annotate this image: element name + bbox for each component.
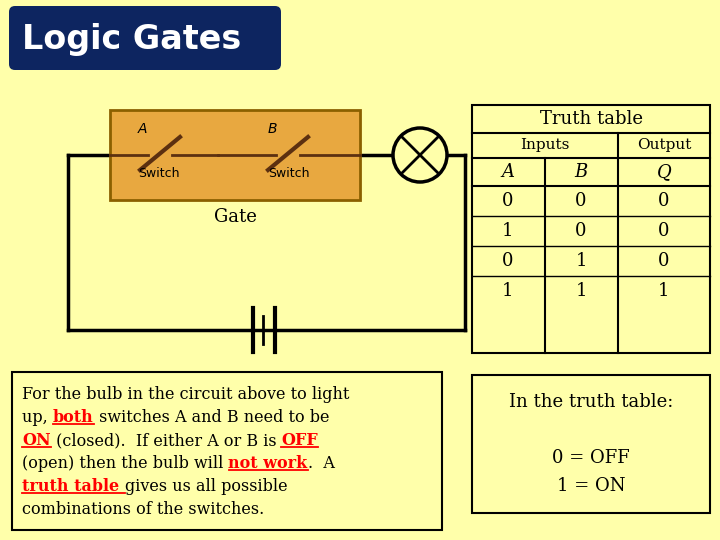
- Text: (open) then the bulb will: (open) then the bulb will: [22, 455, 228, 472]
- Text: 1 = ON: 1 = ON: [557, 477, 625, 495]
- Text: not work: not work: [228, 455, 307, 472]
- Text: 0: 0: [575, 222, 587, 240]
- Text: Switch: Switch: [138, 167, 179, 180]
- Bar: [472, 375, 710, 513]
- Text: In the truth table:: In the truth table:: [509, 393, 673, 411]
- Text: 0: 0: [503, 192, 514, 210]
- Text: both: both: [53, 409, 94, 426]
- Text: 1: 1: [503, 282, 514, 300]
- Text: Truth table: Truth table: [539, 110, 642, 128]
- Text: Inputs: Inputs: [521, 138, 570, 152]
- Text: B: B: [575, 163, 588, 181]
- Text: ON: ON: [22, 432, 50, 449]
- Text: 1: 1: [575, 282, 587, 300]
- Text: 0: 0: [575, 192, 587, 210]
- Bar: [472, 105, 710, 353]
- Text: (closed).  If either A or B is: (closed). If either A or B is: [50, 432, 282, 449]
- Text: up,: up,: [22, 409, 53, 426]
- Text: Gate: Gate: [214, 208, 256, 226]
- Text: A: A: [502, 163, 515, 181]
- Text: switches A and B need to be: switches A and B need to be: [94, 409, 329, 426]
- Text: A: A: [138, 122, 148, 136]
- Text: 0: 0: [658, 222, 670, 240]
- Text: gives us all possible: gives us all possible: [125, 478, 287, 495]
- Text: combinations of the switches.: combinations of the switches.: [22, 501, 264, 518]
- Text: Switch: Switch: [268, 167, 310, 180]
- Text: 1: 1: [503, 222, 514, 240]
- Text: 0: 0: [658, 192, 670, 210]
- FancyBboxPatch shape: [9, 6, 281, 70]
- Bar: [110, 110, 360, 200]
- Text: Output: Output: [636, 138, 691, 152]
- Text: 0 = OFF: 0 = OFF: [552, 449, 630, 467]
- Text: 0: 0: [658, 252, 670, 270]
- Circle shape: [393, 128, 447, 182]
- Text: 0: 0: [503, 252, 514, 270]
- Text: 1: 1: [575, 252, 587, 270]
- Text: B: B: [268, 122, 277, 136]
- Text: .  A: . A: [307, 455, 335, 472]
- Text: 1: 1: [658, 282, 670, 300]
- Bar: [12, 372, 442, 530]
- Text: truth table: truth table: [22, 478, 125, 495]
- Text: OFF: OFF: [282, 432, 318, 449]
- Text: Q: Q: [657, 163, 671, 181]
- Text: Logic Gates: Logic Gates: [22, 24, 241, 57]
- Text: For the bulb in the circuit above to light: For the bulb in the circuit above to lig…: [22, 386, 349, 403]
